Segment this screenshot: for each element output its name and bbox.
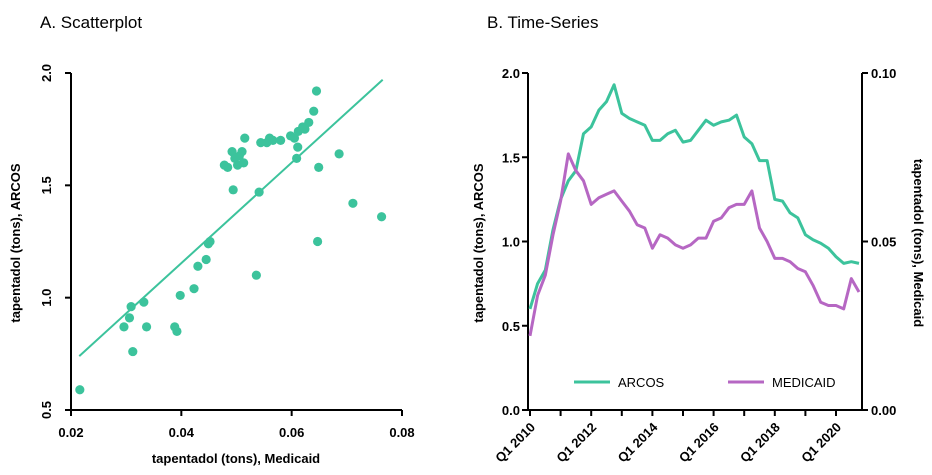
scatter-point: [268, 135, 278, 145]
ts-x-tick-label: Q1 2020: [798, 420, 844, 466]
scatter-point: [300, 124, 310, 134]
ts-right-y-tick-label: 0.05: [871, 235, 896, 250]
scatter-point: [228, 185, 238, 195]
scatter-point: [175, 290, 185, 301]
legend-label-arcos: ARCOS: [618, 375, 665, 390]
regression-line: [78, 79, 384, 357]
scatter-point: [240, 133, 250, 143]
scatter-point: [126, 302, 136, 312]
scatter-point: [292, 153, 302, 163]
ts-right-y-axis-label: tapentadol (tons), Medicaid: [911, 159, 926, 327]
scatter-x-tick-label: 0.06: [279, 425, 304, 440]
scatter-point: [251, 270, 261, 280]
scatter-point: [314, 162, 324, 172]
scatter-point: [239, 158, 249, 168]
scatter-point: [293, 142, 303, 152]
ts-left-y-tick-label: 0.5: [502, 319, 520, 334]
ts-left-y-tick-label: 2.0: [502, 66, 520, 81]
scatter-point: [141, 322, 152, 332]
ts-x-tick-label: Q1 2012: [553, 420, 599, 466]
scatter-point: [289, 133, 300, 143]
scatter-x-tick-label: 0.04: [169, 425, 195, 440]
series-line-arcos: [528, 83, 860, 310]
scatter-point: [276, 135, 286, 145]
scatter-point: [189, 284, 199, 294]
scatter-point: [124, 313, 135, 323]
scatter-y-tick-label: 2.0: [39, 64, 54, 82]
ts-right-y-tick-label: 0.00: [871, 403, 896, 418]
ts-left-y-tick-label: 1.0: [502, 235, 520, 250]
scatterplot-title: A. Scatterplot: [40, 13, 143, 32]
scatter-point: [205, 236, 215, 247]
scatter-point: [128, 346, 138, 357]
scatter-point: [376, 212, 387, 222]
scatter-point: [309, 106, 319, 116]
scatter-y-tick-label: 0.5: [39, 401, 54, 419]
time-series-panel: 0.0 0.5 1.0 1.5 2.0 0.00 0.05 0.10 Q1 2010 Q1 201…: [471, 66, 926, 465]
ts-left-y-tick-label: 1.5: [502, 150, 520, 165]
scatterplot-panel: 0.02 0.04 0.06 0.08 0.5 1.0 1.5 2.0 tapentadol …: [8, 64, 415, 466]
scatter-point: [201, 254, 211, 265]
scatter-x-axis-label: tapentadol (tons), Medicaid: [152, 451, 320, 466]
scatter-point: [172, 326, 182, 336]
ts-left-y-axis-label: tapentadol (tons), ARCOS: [471, 163, 486, 322]
ts-x-tick-label: Q1 2010: [492, 420, 538, 466]
ts-left-y-tick-label: 0.0: [502, 403, 520, 418]
scatter-point: [312, 236, 323, 247]
ts-x-tick-label: Q1 2014: [615, 419, 661, 465]
scatter-point: [193, 261, 203, 271]
scatter-point: [254, 187, 264, 197]
legend-label-medicaid: MEDICAID: [772, 375, 836, 390]
scatter-point: [237, 147, 247, 157]
scatter-point: [139, 297, 149, 307]
scatter-point: [348, 198, 358, 208]
scatter-point: [223, 162, 233, 172]
scatter-point: [304, 117, 314, 128]
scatter-y-axis-label: tapentadol (tons), ARCOS: [8, 163, 23, 322]
scatter-y-tick-label: 1.0: [39, 289, 54, 307]
scatter-point: [334, 149, 344, 159]
scatter-point: [75, 385, 85, 395]
series-line-medicaid: [528, 152, 861, 337]
time-series-title: B. Time-Series: [487, 13, 599, 32]
scatter-point: [311, 86, 322, 96]
scatter-point: [119, 322, 129, 332]
scatter-x-tick-label: 0.08: [389, 425, 414, 440]
ts-right-y-tick-label: 0.10: [871, 66, 896, 81]
scatter-y-tick-label: 1.5: [39, 176, 54, 194]
ts-x-tick-label: Q1 2016: [676, 420, 722, 466]
ts-x-tick-label: Q1 2018: [737, 420, 783, 466]
scatter-x-tick-label: 0.02: [58, 425, 83, 440]
